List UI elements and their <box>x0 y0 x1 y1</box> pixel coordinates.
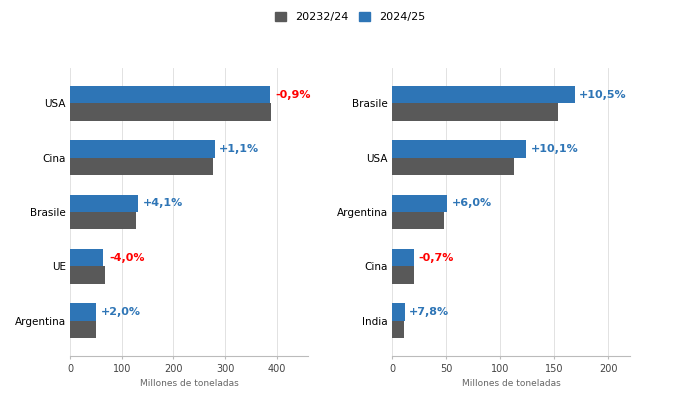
Bar <box>392 321 404 338</box>
Text: +7,8%: +7,8% <box>410 307 449 317</box>
Bar <box>392 140 526 158</box>
Bar <box>392 103 557 121</box>
Bar <box>70 195 139 212</box>
Text: -0,7%: -0,7% <box>418 253 454 263</box>
Legend: 20232/24, 2024/25: 20232/24, 2024/25 <box>270 8 430 27</box>
Bar <box>70 86 270 103</box>
Bar <box>70 140 215 158</box>
Bar <box>392 266 414 284</box>
Text: +1,1%: +1,1% <box>219 144 259 154</box>
Text: -4,0%: -4,0% <box>109 253 144 263</box>
Bar <box>70 321 96 338</box>
Bar <box>70 303 97 321</box>
Bar <box>392 212 444 229</box>
Text: +10,5%: +10,5% <box>579 90 626 100</box>
Bar <box>392 158 514 175</box>
Bar <box>70 158 214 175</box>
Bar <box>70 266 105 284</box>
Bar <box>392 195 447 212</box>
Bar <box>392 86 575 103</box>
Text: +2,0%: +2,0% <box>101 307 141 317</box>
Text: +4,1%: +4,1% <box>143 198 183 208</box>
X-axis label: Millones de toneladas: Millones de toneladas <box>461 379 561 388</box>
Bar <box>70 249 103 266</box>
Bar <box>392 303 405 321</box>
Text: +6,0%: +6,0% <box>452 198 491 208</box>
Bar <box>70 212 136 229</box>
Text: +10,1%: +10,1% <box>531 144 578 154</box>
Text: -0,9%: -0,9% <box>276 90 311 100</box>
Bar <box>392 249 414 266</box>
X-axis label: Millones de toneladas: Millones de toneladas <box>139 379 239 388</box>
Bar <box>70 103 272 121</box>
